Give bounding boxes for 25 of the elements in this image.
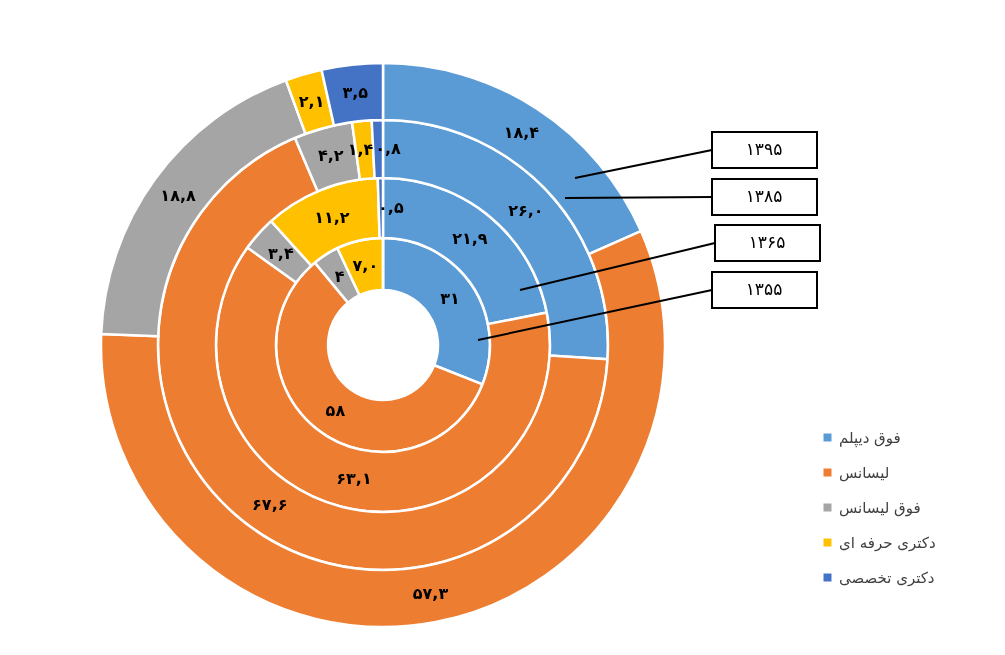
legend-label: دکتری تخصصی — [839, 568, 935, 587]
data-label: ۲۱,۹ — [452, 229, 488, 249]
legend-label: دکتری حرفه ای — [839, 533, 936, 552]
data-label: ۲۶,۰ — [508, 200, 544, 220]
data-label: ۱۸,۴ — [503, 122, 540, 142]
slice-label: ۱۳۵۵ — [745, 279, 783, 299]
legend-label: فوق لیسانس — [839, 498, 921, 517]
legend-label: فوق دیپلم — [839, 428, 901, 448]
data-label: ۵۸ — [325, 400, 346, 420]
slice-label: ۱۳۶۵ — [748, 232, 786, 252]
data-label: ۵۷,۳ — [412, 584, 449, 604]
data-label: ۱۱,۲ — [314, 207, 350, 227]
data-label: ۶۳,۱ — [336, 468, 372, 488]
data-label: ۳,۴ — [268, 243, 294, 263]
data-label: ۱۸,۸ — [160, 185, 196, 205]
data-label: ۷,۰ — [352, 255, 379, 275]
data-label: ۴ — [334, 266, 345, 286]
data-label: ۴,۲ — [317, 146, 344, 166]
slice-label: ۱۳۹۵ — [745, 139, 783, 159]
data-label: ۳۱ — [440, 289, 460, 309]
data-label: ۲,۱ — [298, 91, 325, 111]
data-label: ۳,۵ — [342, 83, 369, 103]
data-label: ۶۷,۶ — [252, 495, 288, 514]
slice-label: ۱۳۸۵ — [745, 186, 783, 206]
legend-label: لیسانس — [839, 463, 890, 482]
